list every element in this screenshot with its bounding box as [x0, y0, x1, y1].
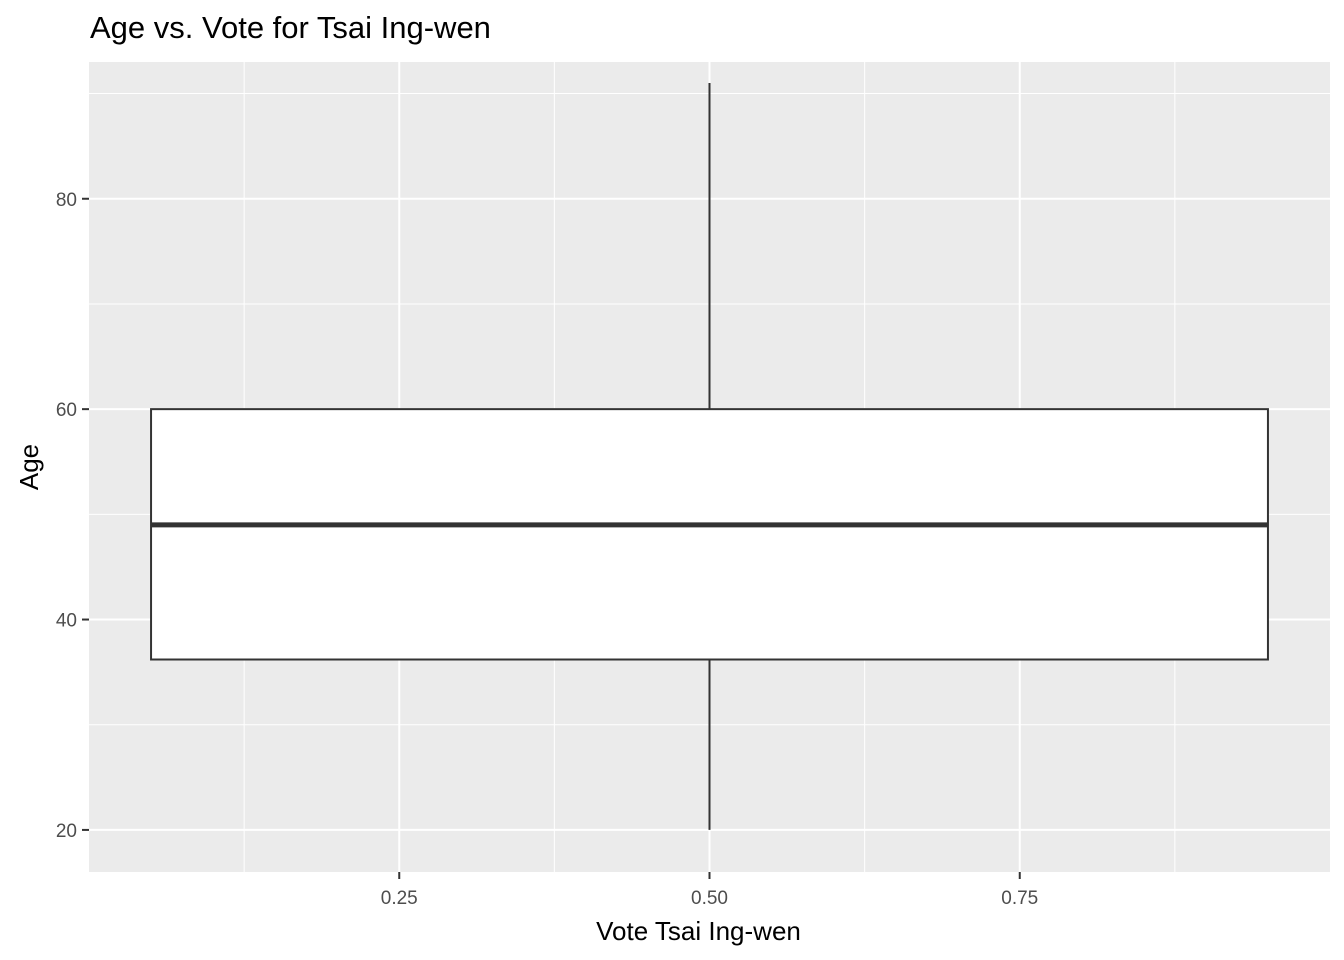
y-tick-label: 40	[56, 611, 77, 632]
chart-title: Age vs. Vote for Tsai Ing-wen	[90, 10, 491, 45]
x-axis: 0.25 0.50 0.75	[381, 872, 1038, 909]
y-axis: 20 40 60 80	[56, 190, 89, 842]
x-tick-label: 0.50	[691, 888, 728, 909]
y-tick-label: 60	[56, 400, 77, 421]
y-tick-label: 20	[56, 821, 77, 842]
y-axis-title: Age	[14, 444, 44, 490]
y-tick-label: 80	[56, 190, 77, 211]
box-plot	[150, 83, 1269, 830]
x-tick-label: 0.75	[1001, 888, 1038, 909]
interquartile-box	[150, 408, 1269, 661]
x-axis-title: Vote Tsai Ing-wen	[596, 916, 801, 946]
x-tick-label: 0.25	[381, 888, 418, 909]
